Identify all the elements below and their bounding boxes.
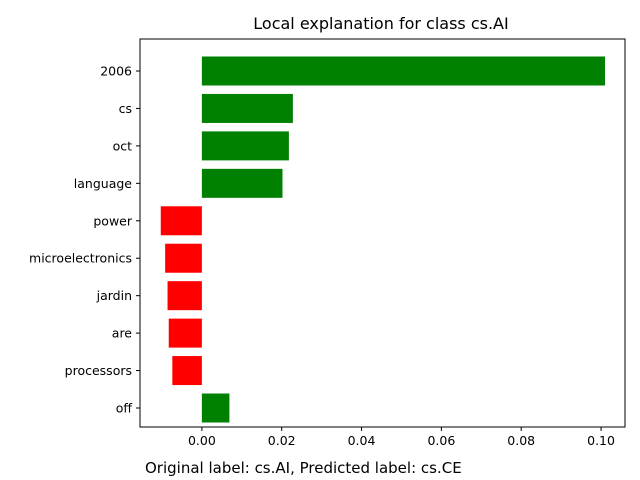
bar-power (160, 206, 202, 236)
bar-jardin (167, 281, 202, 311)
bar-oct (201, 131, 289, 161)
x-tick-label: 0.02 (268, 433, 296, 448)
x-tick-label: 0.00 (188, 433, 216, 448)
y-tick-label-language: language (74, 176, 133, 191)
y-tick-label-off: off (116, 401, 133, 416)
bar-cs (201, 93, 293, 123)
chart-title: Local explanation for class cs.AI (253, 14, 508, 33)
y-tick-label-2006: 2006 (100, 64, 132, 79)
y-tick-label-microelectronics: microelectronics (29, 251, 132, 266)
bar-off (201, 393, 230, 423)
bar-language (201, 168, 283, 198)
bar-2006 (201, 56, 606, 86)
y-tick-label-oct: oct (113, 138, 133, 153)
caption-text: Original label: cs.AI, Predicted label: … (145, 459, 462, 477)
bar-microelectronics (165, 243, 202, 273)
x-tick-label: 0.04 (348, 433, 376, 448)
y-tick-label-jardin: jardin (96, 288, 132, 303)
y-tick-label-cs: cs (119, 101, 132, 116)
x-axis: 0.00 0.02 0.04 0.06 0.08 0.10 (188, 427, 615, 448)
x-tick-label: 0.06 (427, 433, 455, 448)
y-axis: 2006 cs oct language power microelectronics ja… (29, 64, 140, 416)
plot-frame (139, 38, 626, 428)
x-tick-label: 0.08 (507, 433, 535, 448)
y-tick-label-are: are (112, 326, 133, 341)
y-tick-label-processors: processors (65, 363, 132, 378)
x-tick-label: 0.10 (587, 433, 615, 448)
bar-are (168, 318, 202, 348)
bar-processors (172, 356, 202, 386)
bars-group (160, 56, 606, 423)
y-tick-label-power: power (93, 213, 132, 228)
